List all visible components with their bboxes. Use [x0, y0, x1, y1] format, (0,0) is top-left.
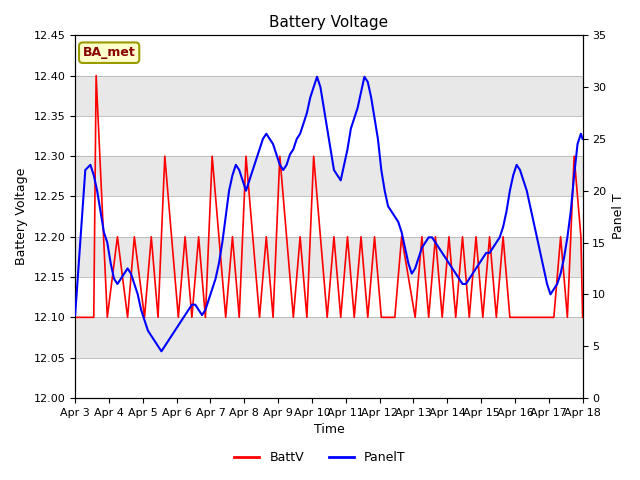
Text: BA_met: BA_met [83, 46, 136, 59]
Y-axis label: Battery Voltage: Battery Voltage [15, 168, 28, 265]
Bar [75, 196, 582, 237]
Bar [75, 116, 582, 156]
Legend: BattV, PanelT: BattV, PanelT [229, 446, 411, 469]
Bar [75, 36, 582, 76]
Bar [75, 358, 582, 398]
Bar [75, 277, 582, 317]
Y-axis label: Panel T: Panel T [612, 194, 625, 240]
Title: Battery Voltage: Battery Voltage [269, 15, 388, 30]
X-axis label: Time: Time [314, 423, 344, 436]
